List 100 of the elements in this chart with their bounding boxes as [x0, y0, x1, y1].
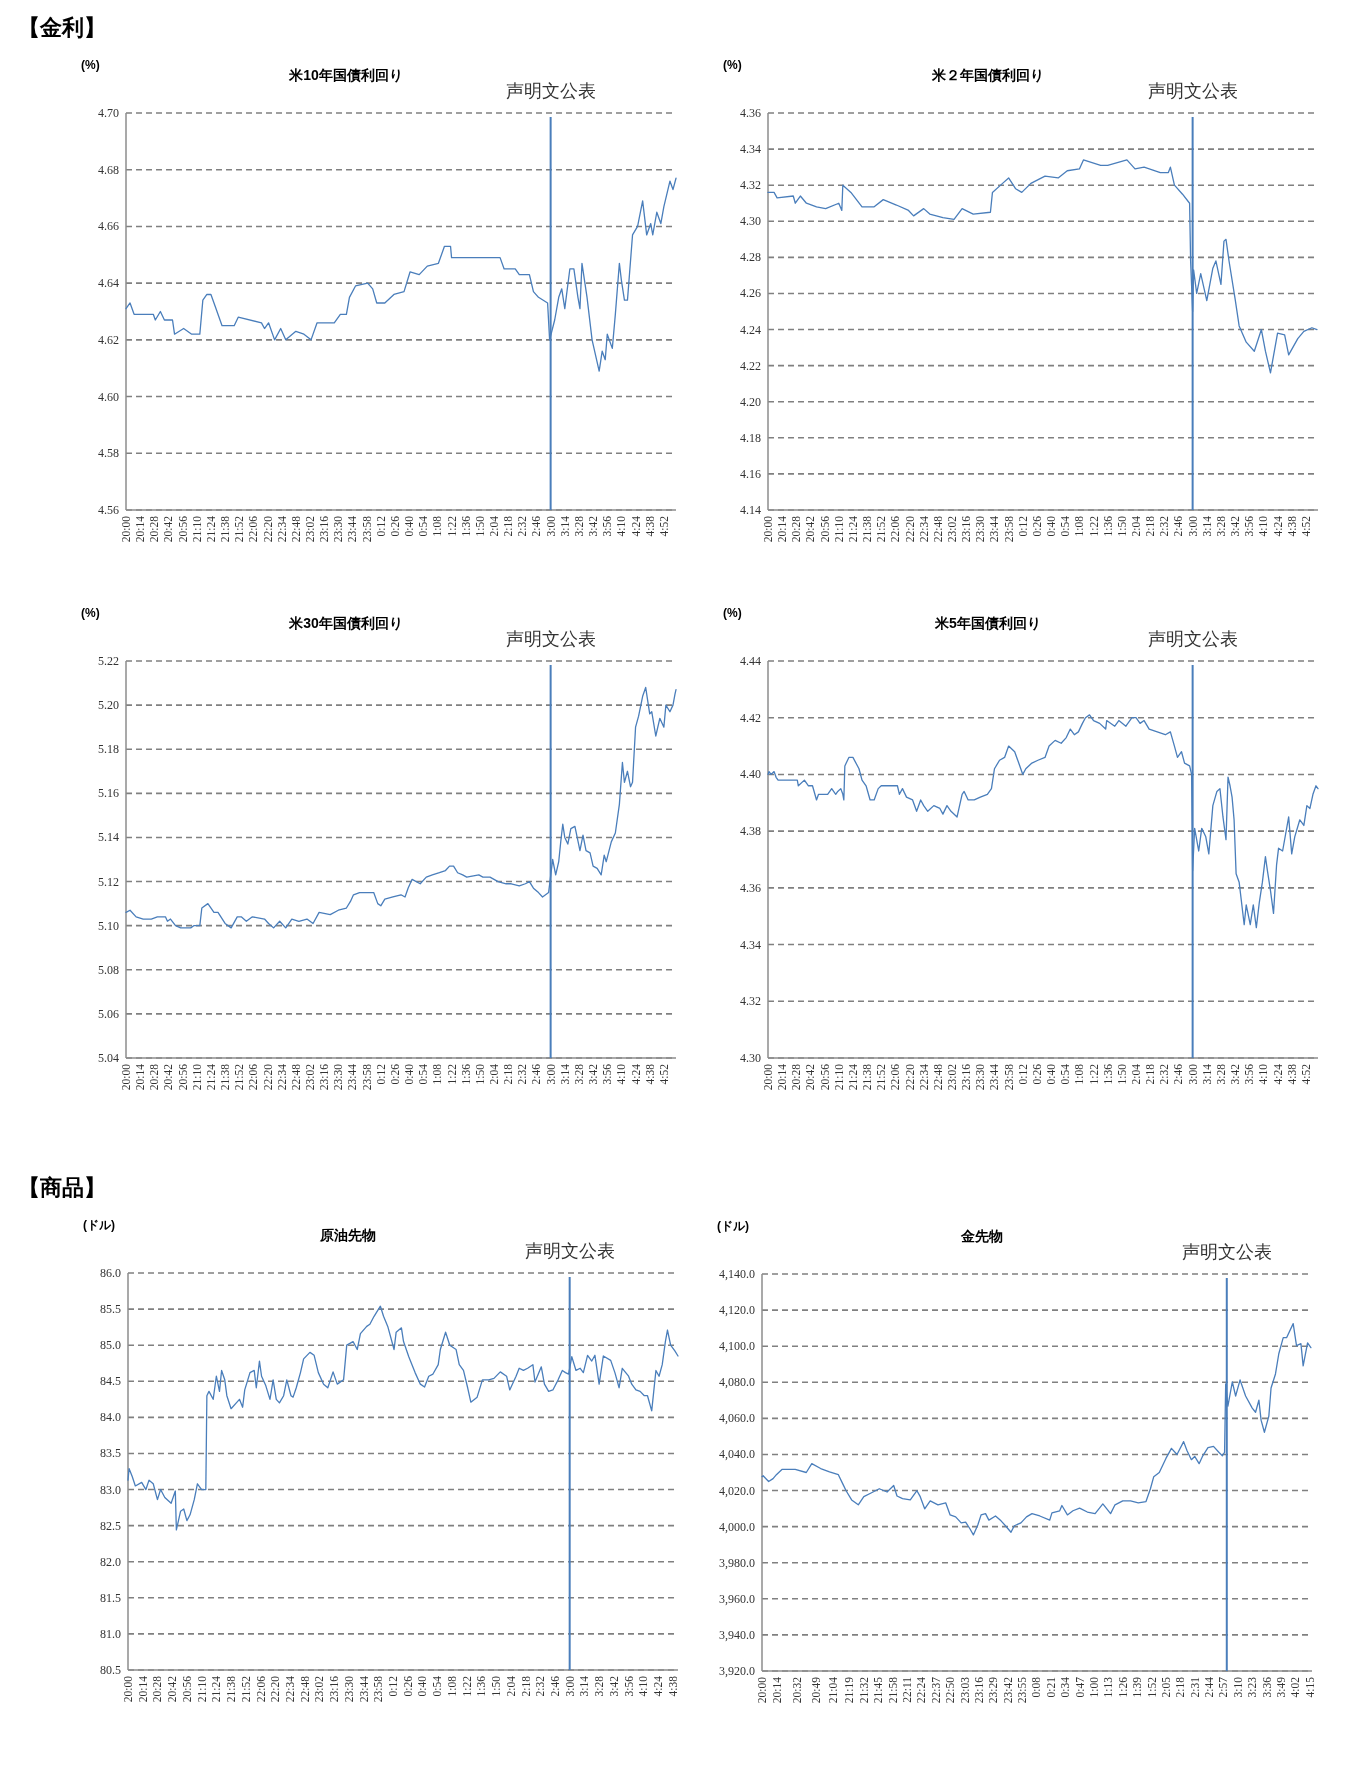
x-tick-label: 3:42: [1229, 515, 1242, 537]
x-tick-label: 3:28: [1214, 515, 1227, 537]
x-tick-label: 21:24: [846, 515, 859, 543]
x-tick-label: 21:10: [195, 1675, 208, 1703]
x-tick-label: 20:42: [166, 1675, 179, 1703]
x-tick-label: 1:50: [1115, 1063, 1128, 1085]
x-tick-label: 2:32: [1158, 1063, 1171, 1085]
y-tick-label: 83.5: [100, 1446, 121, 1461]
x-tick-label: 1:08: [431, 1063, 444, 1085]
x-tick-label: 21:52: [875, 515, 888, 543]
x-tick-label: 3:00: [563, 1675, 576, 1697]
x-tick-label: 3:42: [587, 515, 600, 537]
x-tick-label: 21:24: [204, 515, 217, 543]
y-tick-label: 4.18: [740, 430, 761, 445]
x-tick-label: 0:21: [1044, 1676, 1057, 1698]
y-tick-label: 5.04: [98, 1051, 119, 1065]
x-tick-label: 0:40: [416, 1675, 429, 1697]
x-tick-label: 3:56: [1243, 1063, 1256, 1085]
y-axis-title: (%): [81, 606, 100, 620]
x-tick-label: 20:00: [120, 1063, 132, 1091]
x-tick-label: 4:10: [1257, 515, 1270, 537]
x-tick-label: 23:29: [987, 1676, 1000, 1704]
x-tick-label: 23:42: [1001, 1676, 1014, 1704]
x-tick-label: 4:10: [615, 515, 628, 537]
y-tick-label: 82.5: [100, 1518, 121, 1533]
x-tick-label: 3:14: [558, 515, 571, 537]
x-tick-label: 3:00: [1186, 515, 1199, 537]
x-tick-label: 22:20: [261, 515, 274, 543]
x-tick-label: 4:38: [643, 515, 656, 537]
x-tick-label: 0:26: [401, 1675, 414, 1697]
x-tick-label: 20:00: [120, 515, 132, 543]
x-tick-label: 0:34: [1059, 1676, 1072, 1698]
y-tick-label: 4.38: [740, 824, 761, 839]
x-tick-label: 3:56: [601, 1063, 614, 1085]
x-tick-label: 1:50: [473, 515, 486, 537]
x-tick-label: 1:13: [1102, 1676, 1115, 1698]
x-tick-label: 3:10: [1231, 1676, 1244, 1698]
x-tick-label: 0:47: [1073, 1676, 1086, 1698]
x-tick-label: 4:10: [1257, 1063, 1270, 1085]
x-tick-label: 21:10: [832, 1063, 845, 1091]
y-tick-label: 82.0: [100, 1554, 121, 1569]
x-tick-label: 23:16: [318, 1063, 331, 1091]
y-tick-label: 5.06: [98, 1006, 119, 1021]
x-tick-label: 22:20: [269, 1675, 282, 1703]
x-tick-label: 23:16: [318, 515, 331, 543]
x-tick-label: 20:00: [762, 1063, 774, 1091]
x-tick-label: 20:14: [134, 515, 147, 543]
x-tick-label: 1:08: [445, 1675, 458, 1697]
y-tick-label: 4,040.0: [719, 1447, 755, 1462]
x-tick-label: 2:46: [548, 1675, 561, 1697]
x-tick-label: 21:19: [843, 1676, 856, 1704]
x-tick-label: 23:44: [988, 1063, 1001, 1091]
x-tick-label: 3:56: [601, 515, 614, 537]
x-tick-label: 22:48: [289, 1063, 302, 1091]
y-tick-label: 4.42: [740, 710, 761, 725]
x-tick-label: 2:04: [488, 515, 501, 537]
chart-title: 米10年国債利回り: [288, 67, 403, 83]
x-tick-label: 1:26: [1116, 1676, 1129, 1698]
x-tick-label: 22:48: [931, 1063, 944, 1091]
x-tick-label: 3:42: [1229, 1063, 1242, 1085]
x-tick-label: 20:00: [762, 515, 774, 543]
text: 【金利】: [18, 15, 106, 40]
x-tick-label: 23:02: [313, 1675, 326, 1703]
x-tick-label: 20:42: [162, 1063, 175, 1091]
y-tick-label: 80.5: [100, 1663, 121, 1677]
x-tick-label: 4:38: [643, 1063, 656, 1085]
y-tick-label: 4.14: [740, 503, 761, 517]
x-tick-label: 23:02: [304, 515, 317, 543]
y-tick-label: 4,100.0: [719, 1339, 755, 1354]
x-tick-label: 4:52: [657, 1063, 670, 1085]
x-tick-label: 23:58: [1002, 515, 1015, 543]
y-tick-label: 4,060.0: [719, 1411, 755, 1426]
ref-line-label: 声明文公表: [1147, 81, 1238, 101]
x-tick-label: 22:06: [889, 515, 902, 543]
x-tick-label: 4:38: [666, 1675, 679, 1697]
y-tick-label: 84.5: [100, 1374, 121, 1389]
y-tick-label: 4.66: [98, 219, 119, 234]
x-tick-label: 3:28: [572, 1063, 585, 1085]
x-tick-label: 2:46: [1172, 1063, 1185, 1085]
x-tick-label: 23:44: [346, 1063, 359, 1091]
x-tick-label: 23:02: [946, 515, 959, 543]
x-tick-label: 1:36: [1101, 515, 1114, 537]
x-tick-label: 22:06: [247, 1063, 260, 1091]
x-tick-label: 21:10: [832, 515, 845, 543]
y-tick-label: 81.5: [100, 1590, 121, 1605]
y-tick-label: 84.0: [100, 1410, 121, 1425]
x-tick-label: 1:36: [475, 1675, 488, 1697]
x-tick-label: 2:44: [1203, 1676, 1216, 1698]
x-tick-label: 22:34: [917, 515, 930, 543]
chart-title: 米5年国債利回り: [934, 615, 1041, 631]
x-tick-label: 22:34: [275, 515, 288, 543]
x-tick-label: 3:28: [572, 515, 585, 537]
x-tick-label: 23:16: [972, 1676, 985, 1704]
x-tick-label: 20:14: [776, 515, 789, 543]
y-axis-title: (ドル): [717, 1219, 749, 1233]
x-tick-label: 0:12: [1016, 515, 1029, 537]
x-tick-label: 21:38: [861, 1063, 874, 1091]
x-tick-label: 2:57: [1217, 1676, 1230, 1698]
y-tick-label: 85.5: [100, 1302, 121, 1317]
x-tick-label: 20:14: [134, 1063, 147, 1091]
